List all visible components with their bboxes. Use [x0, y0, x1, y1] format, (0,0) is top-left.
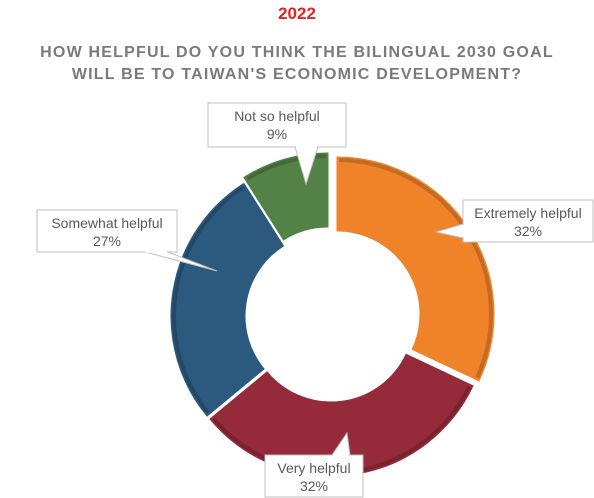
- data-label-category: Not so helpful: [234, 108, 320, 124]
- donut-slice-rim: [172, 185, 245, 414]
- callout-box: [264, 454, 364, 498]
- chart-title: HOW HELPFUL DO YOU THINK THE BILINGUAL 2…: [0, 42, 594, 86]
- data-label-not-so-helpful: Not so helpful 9%: [207, 102, 347, 186]
- data-label-value: 9%: [267, 126, 287, 142]
- data-label-value: 27%: [93, 233, 121, 249]
- data-label-extremely-helpful: Extremely helpful 32%: [434, 199, 594, 243]
- donut-slice-extremely-helpful: [336, 156, 495, 382]
- callout-box: [36, 209, 178, 253]
- data-label-somewhat-helpful: Somewhat helpful 27%: [36, 209, 218, 272]
- chart-title-line-1: HOW HELPFUL DO YOU THINK THE BILINGUAL 2…: [40, 44, 554, 61]
- chart-year: 2022: [278, 4, 316, 23]
- data-label-very-helpful: Very helpful 32%: [264, 431, 364, 498]
- donut-slice-rim: [246, 154, 326, 181]
- data-label-value: 32%: [514, 223, 542, 239]
- data-label-category: Extremely helpful: [474, 205, 581, 221]
- donut-slice-very-helpful: [209, 353, 474, 477]
- data-label-value: 32%: [300, 478, 328, 494]
- callout-box: [207, 102, 347, 148]
- donut-slice-somewhat-helpful: [170, 182, 285, 417]
- callout-box: [462, 199, 594, 243]
- data-label-category: Somewhat helpful: [51, 215, 162, 231]
- data-label-category: Very helpful: [277, 460, 350, 476]
- donut-slices: [170, 152, 495, 477]
- chart-title-line-2: WILL BE TO TAIWAN'S ECONOMIC DEVELOPMENT…: [71, 66, 523, 83]
- data-label-callouts: Extremely helpful 32% Very helpful 32% Somew…: [36, 102, 594, 498]
